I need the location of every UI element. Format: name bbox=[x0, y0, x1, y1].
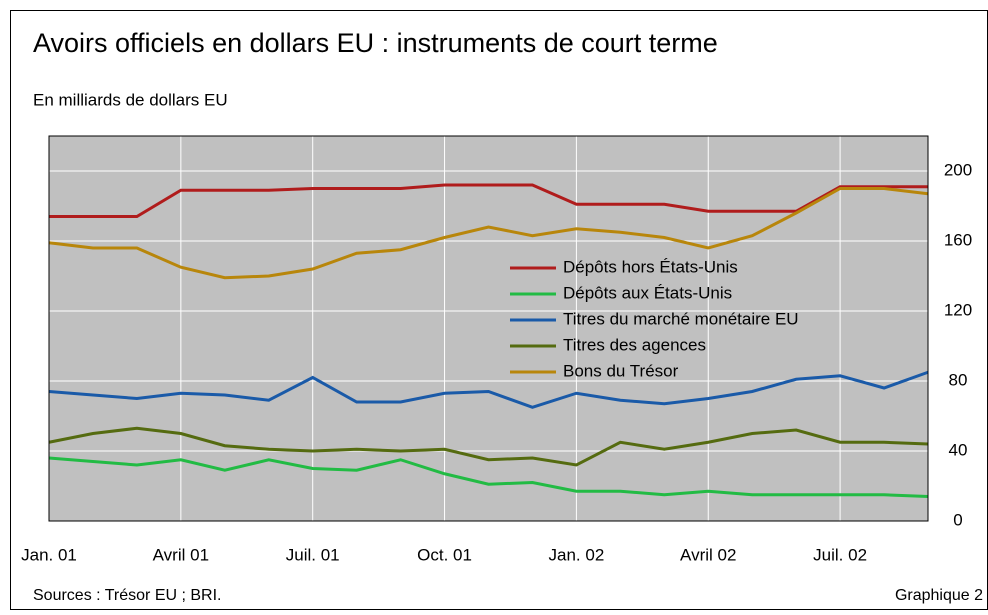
legend-label: Titres des agences bbox=[563, 335, 706, 354]
y-tick-label: 120 bbox=[944, 300, 972, 319]
source: Sources : Trésor EU ; BRI. bbox=[33, 587, 222, 604]
x-tick-label: Oct. 01 bbox=[417, 545, 472, 564]
y-tick-label: 200 bbox=[944, 160, 972, 179]
legend-label: Dépôts hors États-Unis bbox=[563, 257, 738, 276]
legend-label: Titres du marché monétaire EU bbox=[563, 309, 799, 328]
y-tick-label: 40 bbox=[949, 440, 968, 459]
x-tick-label: Avril 01 bbox=[153, 545, 209, 564]
x-tick-label: Juil. 01 bbox=[286, 545, 340, 564]
legend-label: Bons du Trésor bbox=[563, 361, 679, 380]
y-tick-label: 160 bbox=[944, 230, 972, 249]
x-tick-label: Jan. 02 bbox=[549, 545, 605, 564]
x-tick-label: Juil. 02 bbox=[813, 545, 867, 564]
figure-label: Graphique 2 bbox=[895, 587, 983, 604]
series-line bbox=[49, 183, 928, 218]
series-line bbox=[48, 187, 929, 280]
chart-title: Avoirs officiels en dollars EU : instrum… bbox=[33, 28, 718, 58]
plot-area bbox=[49, 136, 928, 521]
x-tick-label: Jan. 01 bbox=[21, 545, 77, 564]
series-line bbox=[48, 370, 929, 409]
series-line bbox=[48, 426, 929, 467]
y-tick-label: 0 bbox=[953, 510, 962, 529]
plot-border bbox=[48, 135, 929, 522]
y-tick-label: 80 bbox=[949, 370, 968, 389]
x-tick-label: Avril 02 bbox=[680, 545, 736, 564]
legend-label: Dépôts aux États-Unis bbox=[563, 283, 732, 302]
series-line bbox=[48, 456, 929, 498]
subtitle: En milliards de dollars EU bbox=[33, 90, 228, 109]
